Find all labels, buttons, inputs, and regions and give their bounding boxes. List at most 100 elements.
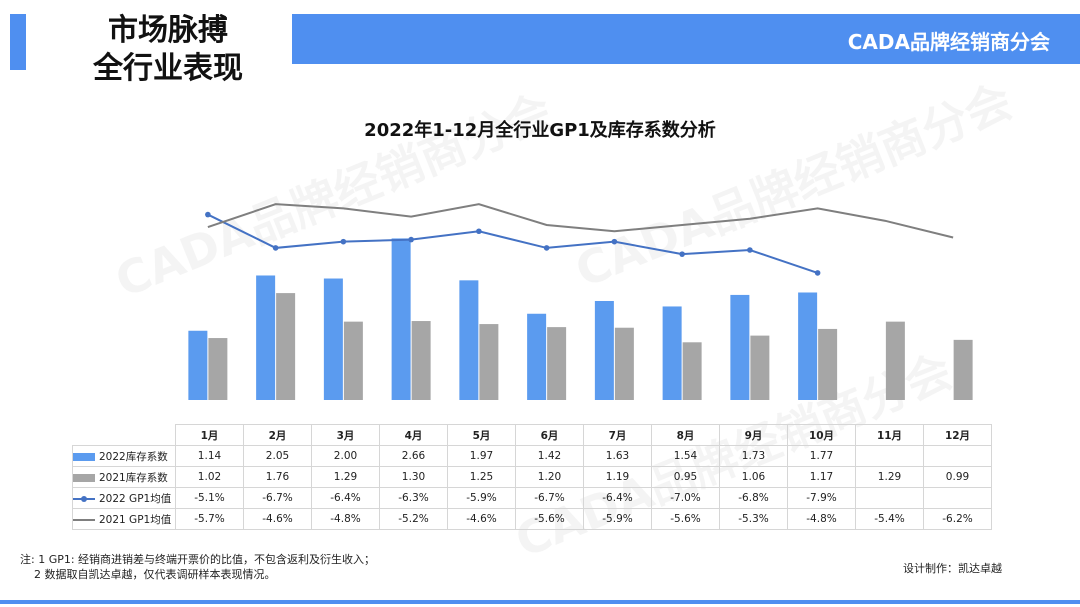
bar-2022-inventory [662, 306, 682, 400]
data-label: 1.63 [583, 445, 652, 467]
data-label: -5.9% [447, 487, 516, 509]
tick-label: 3月 [311, 424, 380, 446]
legend-entry: 2022 GP1均值 [72, 487, 176, 509]
data-label: -4.6% [447, 508, 516, 530]
point-2022-gp1 [814, 270, 821, 276]
data-label: -6.2% [923, 508, 992, 530]
footnote-line1: 注: 1 GP1: 经销商进销差与终端开票价的比值，不包含返利及衍生收入； [20, 553, 376, 566]
data-label: -5.1% [175, 487, 244, 509]
bar-2021-inventory [885, 321, 905, 400]
bar-2022-inventory [798, 292, 818, 400]
org-name: CADA品牌经销商分会 [847, 30, 1050, 54]
data-label [855, 445, 924, 467]
data-label: 1.29 [311, 466, 380, 488]
bar-2021-inventory [208, 338, 228, 400]
table-header-row: 1月 2月 3月 4月 5月 6月 7月 8月 9月 10月 11月 12月 [73, 424, 992, 446]
legend-label: 2022 GP1均值 [99, 492, 172, 505]
bar-2021-inventory [276, 293, 296, 400]
legend-entry: 2021库存系数 [72, 466, 176, 488]
table-corner [73, 425, 176, 446]
legend-swatch [73, 452, 95, 461]
data-label: -7.0% [651, 487, 720, 509]
data-table: 1月 2月 3月 4月 5月 6月 7月 8月 9月 10月 11月 12月 2022库存系数 1.14 2… [72, 424, 992, 530]
data-label: 1.14 [175, 445, 244, 467]
data-label: 2.66 [379, 445, 448, 467]
tick-label: 6月 [515, 424, 584, 446]
legend-label: 2021库存系数 [99, 471, 168, 484]
data-label: -5.6% [651, 508, 720, 530]
data-label: 1.97 [447, 445, 516, 467]
table-row: 2022 GP1均值 -5.1% -6.7% -6.4% -6.3% -5.9% -6.7%… [72, 487, 992, 509]
tick-label: 9月 [719, 424, 788, 446]
data-label: -7.9% [787, 487, 856, 509]
bar-2021-inventory [750, 335, 770, 400]
chart-plot [188, 203, 973, 400]
legend-entry: 2022库存系数 [72, 445, 176, 467]
point-2022-gp1 [408, 236, 414, 243]
tick-label: 8月 [651, 424, 720, 446]
point-2022-gp1 [272, 245, 279, 251]
data-label: -4.6% [243, 508, 312, 530]
line-2022-gp1 [207, 213, 818, 274]
bar-2021-inventory [818, 328, 838, 400]
data-label: -6.8% [719, 487, 788, 509]
data-label: 2.05 [243, 445, 312, 467]
bar-2021-inventory [479, 324, 499, 400]
design-credit: 设计制作：凯达卓越 [903, 562, 1002, 575]
point-2022-gp1 [340, 238, 347, 245]
header-band: CADA品牌经销商分会 [292, 14, 1080, 64]
data-label: -5.6% [515, 508, 584, 530]
point-2022-gp1 [476, 228, 482, 235]
bar-2021-inventory [411, 321, 431, 400]
tick-label: 1月 [175, 424, 244, 446]
data-label: -6.7% [515, 487, 584, 509]
data-label: 1.73 [719, 445, 788, 467]
bar-2022-inventory [188, 330, 208, 400]
legend-marker [81, 495, 87, 502]
data-label: 1.77 [787, 445, 856, 467]
legend-entry: 2021 GP1均值 [72, 508, 176, 530]
data-label: 1.17 [787, 466, 856, 488]
bottom-accent-line [0, 600, 1080, 604]
tick-label: 5月 [447, 424, 516, 446]
bar-2022-inventory [594, 300, 614, 400]
data-label: -6.3% [379, 487, 448, 509]
data-label: -4.8% [787, 508, 856, 530]
bar-2022-inventory [323, 278, 343, 400]
tick-label: 2月 [243, 424, 312, 446]
data-label: -6.4% [311, 487, 380, 509]
data-label: 1.29 [855, 466, 924, 488]
table-row: 2021 GP1均值 -5.7% -4.6% -4.8% -5.2% -4.6% -5.6%… [72, 508, 992, 530]
page-title: 市场脉搏 全行业表现 [58, 12, 278, 88]
point-2022-gp1 [611, 238, 618, 245]
tick-label: 11月 [855, 424, 924, 446]
data-label: 1.54 [651, 445, 720, 467]
data-label: 1.42 [515, 445, 584, 467]
data-label: 1.25 [447, 466, 516, 488]
data-label: -4.8% [311, 508, 380, 530]
table-row: 2021库存系数 1.02 1.76 1.29 1.30 1.25 1.20 1.19 0.95… [72, 466, 992, 488]
data-label: 1.02 [175, 466, 244, 488]
tick-label: 7月 [583, 424, 652, 446]
legend-label: 2021 GP1均值 [99, 513, 172, 526]
data-label: 1.19 [583, 466, 652, 488]
line-2021-gp1 [207, 203, 954, 239]
data-label: -5.2% [379, 508, 448, 530]
bar-2022-inventory [391, 238, 411, 400]
bar-2022-inventory [730, 294, 750, 400]
table-row: 2022库存系数 1.14 2.05 2.00 2.66 1.97 1.42 1.63 1.54… [72, 445, 992, 467]
data-label: -5.9% [583, 508, 652, 530]
tick-label: 10月 [787, 424, 856, 446]
page-title-line1: 市场脉搏 [108, 13, 228, 48]
legend-swatch [73, 518, 95, 521]
point-2022-gp1 [679, 251, 685, 257]
data-label: -5.7% [175, 508, 244, 530]
data-label: -5.3% [719, 508, 788, 530]
footnote: 注: 1 GP1: 经销商进销差与终端开票价的比值，不包含返利及衍生收入； 2 … [20, 552, 375, 582]
point-2022-gp1 [747, 247, 753, 253]
legend-swatch [73, 495, 95, 502]
data-label: 2.00 [311, 445, 380, 467]
data-label: 0.95 [651, 466, 720, 488]
bar-2021-inventory [343, 321, 363, 400]
data-label: 1.76 [243, 466, 312, 488]
